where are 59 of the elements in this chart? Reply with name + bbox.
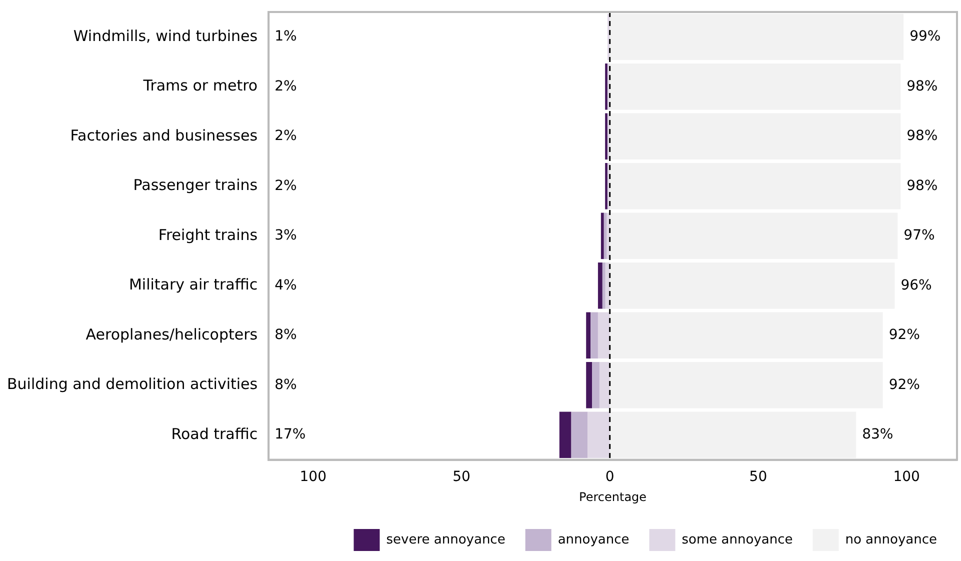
annotation: 8% (274, 327, 297, 344)
x-tick-label: 100 (300, 468, 326, 485)
annotation: 17% (274, 426, 306, 443)
x-tick-label: 50 (452, 468, 470, 485)
data-label: 97% (904, 228, 935, 244)
data-label: 96% (900, 277, 932, 294)
x-tick-label: 100 (893, 468, 920, 485)
bar (588, 412, 610, 458)
data-label: 98% (906, 178, 938, 194)
annotation: 1% (274, 28, 297, 45)
bar (610, 262, 895, 309)
bar (610, 163, 901, 210)
bar (600, 212, 604, 260)
bar (610, 113, 901, 160)
y-tick-label: Road traffic (171, 424, 258, 443)
bar (610, 312, 883, 359)
annotation: 2% (274, 78, 297, 94)
bar (598, 312, 610, 359)
y-tick-label: Trams or metro (142, 76, 258, 95)
bar (590, 312, 598, 359)
x-axis-title: Percentage (579, 490, 647, 504)
legend-label: no annoyance (845, 532, 938, 548)
x-tick-label: 0 (605, 468, 614, 485)
annotation: 3% (274, 228, 297, 244)
legend-label: some annoyance (682, 532, 793, 548)
y-tick-label: Freight trains (158, 226, 258, 244)
bar (599, 362, 610, 408)
bar (559, 412, 572, 458)
y-tick-label: Aeroplanes/helicopters (86, 325, 258, 344)
data-label: 92% (888, 376, 920, 393)
data-label: 92% (888, 327, 920, 344)
data-label: 98% (906, 78, 938, 94)
annotation: 2% (274, 128, 297, 144)
bar (592, 362, 600, 408)
y-tick-label: Military air traffic (128, 276, 258, 294)
bar (610, 362, 883, 408)
annotation: 2% (274, 178, 297, 194)
bar (610, 63, 901, 110)
annotation: 4% (274, 277, 297, 294)
x-tick-label: 50 (749, 468, 768, 485)
data-label: 99% (910, 28, 941, 45)
bar (598, 262, 602, 309)
bar (586, 362, 592, 408)
bar (610, 14, 904, 60)
bar (602, 262, 606, 309)
bar (610, 212, 898, 260)
legend-label: annoyance (558, 532, 630, 548)
legend-label: severe annoyance (386, 532, 506, 548)
y-tick-label: Windmills, wind turbines (73, 26, 258, 45)
bar (604, 212, 607, 260)
bar (586, 312, 591, 359)
bar (610, 412, 856, 458)
data-label: 98% (906, 128, 938, 144)
y-tick-label: Factories and businesses (70, 126, 258, 144)
y-tick-label: Building and demolition activities (6, 375, 258, 394)
annotation: 8% (274, 376, 297, 393)
bar (571, 412, 588, 458)
y-tick-label: Passenger trains (133, 176, 258, 194)
data-label: 83% (862, 426, 894, 443)
